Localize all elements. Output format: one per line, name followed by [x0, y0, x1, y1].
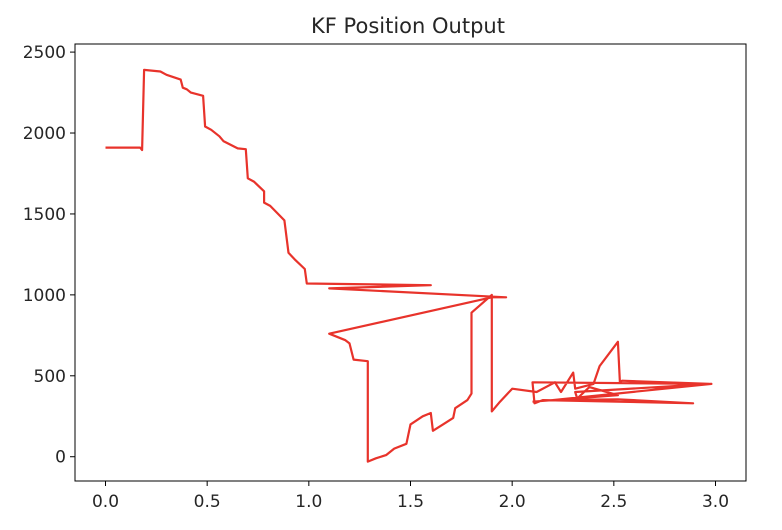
y-tick-label: 500 [34, 367, 66, 387]
x-tick-label: 2.5 [600, 492, 627, 512]
x-tick-label: 0.0 [92, 492, 119, 512]
x-tick-label: 3.0 [702, 492, 729, 512]
series-line-0 [105, 68, 713, 463]
x-tick-label: 2.0 [499, 492, 526, 512]
y-tick-label: 2500 [23, 43, 66, 63]
plot-frame [74, 43, 747, 482]
x-tick-label: 1.5 [397, 492, 424, 512]
x-tick-label: 0.5 [194, 492, 221, 512]
y-tick-label: 0 [55, 448, 66, 468]
y-tick-label: 1000 [23, 286, 66, 306]
y-tick-label: 2000 [23, 124, 66, 144]
x-axis: 0.0 0.5 1.0 1.5 2.0 2.5 3.0 [92, 481, 729, 512]
plot-area [105, 68, 713, 463]
chart-title: KF Position Output [311, 14, 505, 38]
y-tick-label: 1500 [23, 205, 66, 225]
y-axis: 0 500 1000 1500 2000 2500 [23, 43, 75, 468]
x-tick-label: 1.0 [295, 492, 322, 512]
